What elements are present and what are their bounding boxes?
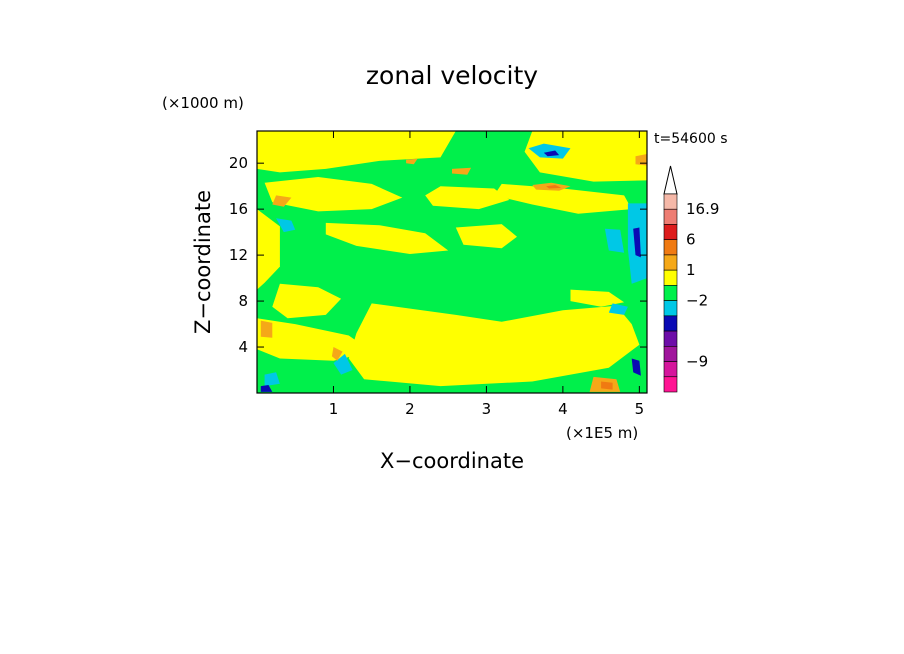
- y-unit-label: (×1000 m): [162, 94, 244, 112]
- colorbar-label: −2: [686, 292, 708, 310]
- contour-region-yellow: [524, 131, 647, 182]
- contour-region-yellow: [325, 222, 449, 254]
- contour-region-yellow: [348, 303, 640, 387]
- colorbar-swatch: [663, 300, 678, 317]
- colorbar-swatch: [663, 208, 678, 225]
- x-axis: 1 2 3 4 5: [329, 131, 644, 418]
- colorbar-swatch: [663, 346, 678, 362]
- contour-region-blue: [633, 227, 641, 258]
- contour-region-orange-light: [260, 320, 273, 338]
- colorbar-swatch: [663, 193, 678, 210]
- x-tick-label: 1: [329, 400, 339, 418]
- contour-region-cyan: [264, 372, 280, 387]
- contour-region-blue: [631, 358, 641, 376]
- x-tick-label: 2: [405, 400, 415, 418]
- contour-region-yellow: [257, 131, 456, 173]
- contour-region-orange: [601, 381, 613, 390]
- y-tick-label: 4: [238, 338, 248, 356]
- contour-region-orange-light: [272, 195, 292, 207]
- contour-region-yellow: [257, 318, 372, 361]
- colorbar-cap: [663, 165, 678, 195]
- time-label: t=54600 s: [654, 131, 728, 147]
- contour-region-yellow: [455, 224, 517, 249]
- contour-region-cyan: [333, 353, 353, 375]
- colorbar-swatch: [663, 269, 678, 286]
- contour-region-orange-light: [635, 154, 647, 166]
- colorbar-swatch: [663, 376, 678, 393]
- x-tick-label: 4: [558, 400, 568, 418]
- contour-region-yellow: [570, 289, 625, 307]
- y-tick-label: 16: [229, 200, 248, 218]
- x-unit-label: (×1E5 m): [566, 424, 638, 442]
- y-tick-label: 20: [229, 154, 248, 172]
- contour-region-blue: [260, 385, 273, 392]
- contour-region-yellow: [264, 177, 403, 212]
- colorbar-label: 6: [686, 231, 696, 249]
- x-tick-label: 3: [482, 400, 492, 418]
- y-axis-title: Z−coordinate: [191, 190, 215, 334]
- contour-region-orange-light: [406, 158, 418, 165]
- contour-region-cyan: [276, 218, 296, 233]
- contour-region-orange-light: [452, 167, 472, 175]
- colorbar-swatch: [663, 254, 678, 271]
- contour-region-orange: [546, 185, 562, 189]
- contour-region-cyan: [604, 228, 625, 253]
- colorbar-label: 16.9: [686, 200, 719, 218]
- contour-region-cyan: [528, 143, 571, 159]
- y-tick-label: 12: [229, 246, 248, 264]
- contour-region-yellow: [257, 209, 280, 290]
- contour-regions: [257, 131, 647, 392]
- contour-region-orange-light: [331, 347, 343, 361]
- colorbar-swatch: [663, 224, 678, 240]
- colorbar-swatch: [663, 330, 678, 347]
- x-tick-label: 5: [635, 400, 645, 418]
- contour-region-yellow: [494, 183, 632, 214]
- colorbar: 16.9 6 1 −2 −9: [663, 165, 719, 393]
- colorbar-swatch: [663, 285, 678, 301]
- colorbar-label: −9: [686, 353, 708, 371]
- contour-region-yellow: [425, 186, 510, 210]
- plot-frame: [256, 130, 648, 394]
- contour-region-blue: [543, 150, 560, 157]
- contour-region-cyan: [608, 303, 628, 315]
- y-axis: 4 8 12 16 20: [229, 154, 647, 356]
- contour-region-yellow: [272, 283, 342, 319]
- colorbar-swatch: [663, 239, 678, 256]
- chart-title: zonal velocity: [366, 61, 538, 90]
- colorbar-label: 1: [686, 261, 696, 279]
- colorbar-swatch: [663, 315, 678, 332]
- y-tick-label: 8: [238, 292, 248, 310]
- colorbar-swatch: [663, 361, 678, 378]
- x-axis-title: X−coordinate: [380, 449, 524, 473]
